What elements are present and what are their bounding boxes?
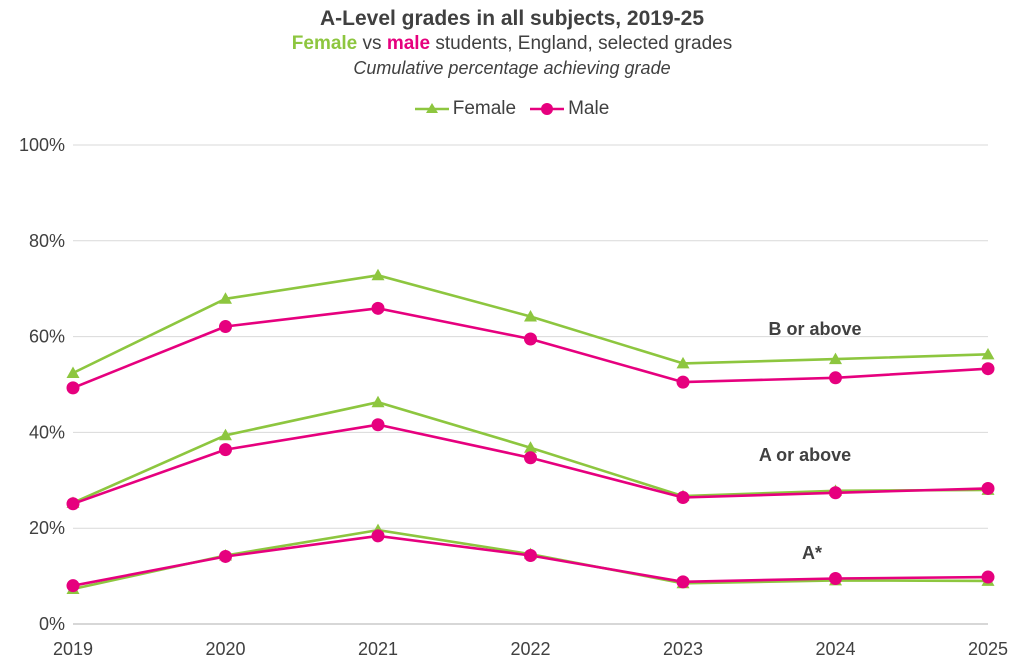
b-or-above-female-point bbox=[676, 356, 690, 369]
x-tick-label: 2021 bbox=[358, 639, 398, 659]
a-star-male-point bbox=[371, 529, 385, 543]
x-tick-label: 2020 bbox=[205, 639, 245, 659]
legend-label-male: Male bbox=[568, 98, 610, 119]
a-star-male-point bbox=[66, 579, 80, 593]
y-tick-label: 60% bbox=[29, 327, 65, 347]
subtitle-rest: students, England, selected grades bbox=[430, 33, 733, 54]
a-star-male-point bbox=[524, 549, 537, 563]
chart-title: A-Level grades in all subjects, 2019-25 bbox=[319, 7, 704, 30]
x-tick-label: 2023 bbox=[663, 639, 703, 659]
chart-note: Cumulative percentage achieving grade bbox=[353, 58, 671, 78]
x-tick-label: 2025 bbox=[968, 639, 1008, 659]
a-star-male-point bbox=[676, 575, 690, 589]
b-or-above-female-point bbox=[66, 366, 80, 379]
subtitle-vs: vs bbox=[357, 33, 387, 54]
b-or-above-female-point bbox=[219, 292, 232, 304]
b-or-above-female-point bbox=[524, 309, 537, 322]
y-tick-label: 0% bbox=[39, 614, 65, 634]
b-or-above-male-point bbox=[371, 301, 385, 315]
legend-male-marker bbox=[530, 103, 565, 115]
y-tick-label: 80% bbox=[29, 231, 65, 251]
y-tick-label: 20% bbox=[29, 518, 65, 538]
x-tick-label: 2022 bbox=[510, 639, 550, 659]
subtitle-male: male bbox=[386, 33, 431, 54]
a-or-above-female-point bbox=[371, 395, 385, 408]
group-label: B or above bbox=[768, 319, 861, 339]
legend-item-female: Female bbox=[414, 98, 517, 120]
legend-label-female: Female bbox=[452, 98, 517, 119]
y-tick-label: 40% bbox=[29, 422, 65, 442]
a-star-male-point bbox=[219, 549, 232, 563]
b-or-above-male-point bbox=[219, 320, 232, 334]
a-star-male-point bbox=[981, 570, 995, 584]
a-or-above-male-point bbox=[829, 486, 842, 500]
a-or-above-male-point bbox=[524, 451, 537, 465]
a-or-above-female-point bbox=[524, 441, 537, 453]
b-or-above-male-point bbox=[524, 332, 537, 346]
group-label: A* bbox=[802, 543, 822, 563]
a-or-above-female-point bbox=[219, 428, 232, 441]
legend: Female Male bbox=[0, 98, 1024, 120]
subtitle-female: Female bbox=[291, 33, 358, 54]
a-or-above-male-point bbox=[981, 481, 995, 495]
b-or-above-male-point bbox=[676, 375, 690, 389]
b-or-above-female-point bbox=[829, 352, 842, 365]
b-or-above-male-point bbox=[981, 362, 995, 376]
b-or-above-male-point bbox=[829, 371, 842, 385]
b-or-above-female-point bbox=[981, 347, 995, 360]
legend-item-male: Male bbox=[530, 98, 609, 120]
a-or-above-male-point bbox=[371, 418, 385, 432]
y-tick-label: 100% bbox=[19, 135, 65, 155]
a-or-above-male-point bbox=[219, 443, 232, 457]
a-or-above-male-point bbox=[66, 497, 80, 511]
b-or-above-female-point bbox=[371, 268, 385, 281]
x-tick-label: 2024 bbox=[815, 639, 855, 659]
group-label: A or above bbox=[759, 445, 851, 465]
x-tick-label: 2019 bbox=[53, 639, 93, 659]
legend-female-marker bbox=[414, 103, 449, 113]
chart-subtitle: Female vs male students, England, select… bbox=[0, 32, 1024, 56]
a-star-male-point bbox=[829, 571, 842, 585]
b-or-above-male-point bbox=[66, 381, 80, 395]
a-or-above-male-point bbox=[676, 491, 690, 505]
